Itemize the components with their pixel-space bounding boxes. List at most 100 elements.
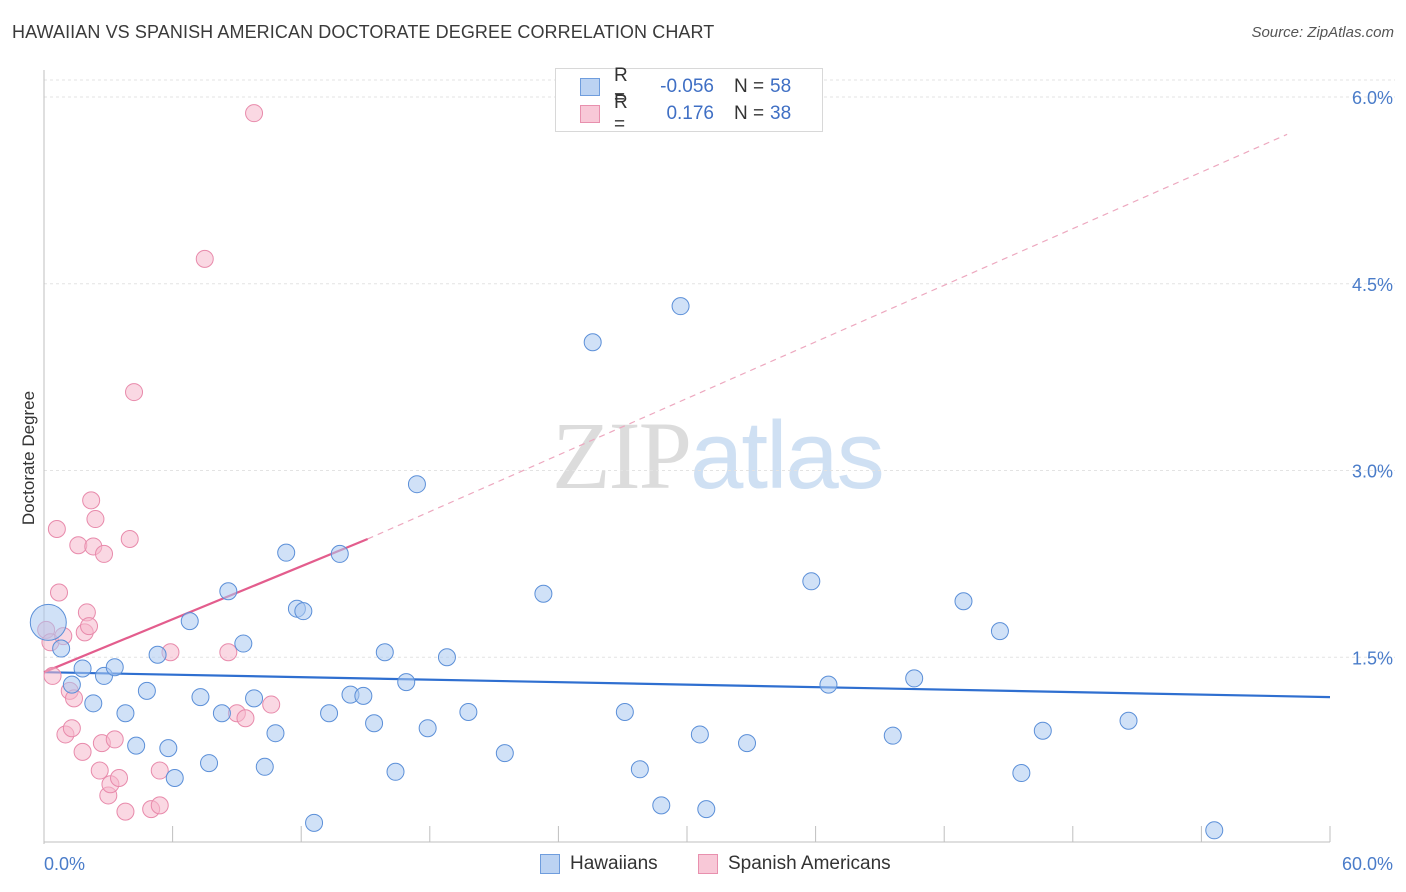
- bottom-legend-label-hawaiians: Hawaiians: [570, 853, 658, 874]
- legend-row-spanish-americans: R = 0.176 N = 38: [580, 92, 792, 135]
- spanish-americans-point: [80, 617, 99, 636]
- hawaiians-point: [305, 813, 324, 832]
- hawaiians-point: [583, 333, 602, 352]
- spanish-americans-point: [125, 383, 144, 402]
- hawaiians-point: [330, 544, 349, 563]
- spanish-americans-point: [95, 544, 114, 563]
- hawaiians-point: [320, 704, 339, 723]
- hawaiians-point: [234, 634, 253, 653]
- hawaiians-trend-line: [43, 671, 1331, 699]
- spanish-americans-point: [90, 761, 109, 780]
- y-tick-label: 3.0%: [1352, 462, 1393, 482]
- hawaiians-point: [990, 622, 1009, 641]
- watermark-atlas: atlas: [690, 402, 885, 509]
- spanish-americans-point: [43, 666, 62, 685]
- hawaiians-point: [137, 681, 156, 700]
- hawaiians-point: [697, 800, 716, 819]
- hawaiians-point: [397, 673, 416, 692]
- hawaiians-trend: [43, 671, 1331, 699]
- watermark-zip: ZIP: [552, 402, 692, 509]
- hawaiians-point: [84, 694, 103, 713]
- spanish-americans-point: [69, 536, 88, 555]
- legend-r-value: 0.176: [666, 103, 714, 124]
- bottom-legend-swatch-spanish-americans: [698, 854, 718, 874]
- spanish-americans-point: [195, 249, 214, 268]
- hawaiians-point: [62, 675, 81, 694]
- spanish-americans-point: [150, 761, 169, 780]
- legend-n-value: 58: [770, 76, 792, 97]
- spanish-americans-point: [236, 709, 255, 728]
- bottom-legend-spanish-americans: Spanish Americans: [698, 850, 891, 878]
- spanish-americans-point: [50, 583, 69, 602]
- hawaiians-point: [219, 582, 238, 601]
- hawaiians-point: [1033, 721, 1052, 740]
- hawaiians-point: [954, 592, 973, 611]
- hawaiians-point: [127, 736, 146, 755]
- axes: [43, 70, 1331, 844]
- hawaiians-point: [165, 769, 184, 788]
- spanish-americans-point: [262, 695, 281, 714]
- legend-swatch-spanish-americans: [580, 105, 600, 123]
- hawaiians-point: [105, 658, 124, 677]
- hawaiians-point: [819, 675, 838, 694]
- hawaiians-point: [159, 739, 178, 758]
- legend-r-label: R =: [614, 65, 628, 108]
- hawaiians-point: [437, 648, 456, 667]
- chart-source: Source: ZipAtlas.com: [1251, 24, 1394, 41]
- legend-n-label: N =: [734, 76, 765, 97]
- y-tick-label: 6.0%: [1352, 88, 1393, 108]
- spanish-americans-point: [219, 643, 238, 662]
- watermark: ZIPatlas: [552, 400, 885, 511]
- spanish-americans-point: [150, 796, 169, 815]
- spanish-americans-trend-extension: [367, 133, 1288, 540]
- hawaiians-point: [255, 757, 274, 776]
- hawaiians-point: [905, 669, 924, 688]
- spanish-americans-trend-line: [43, 537, 369, 674]
- hawaiians-point: [375, 643, 394, 662]
- y-tick-label: 4.5%: [1352, 275, 1393, 295]
- hawaiians-point: [191, 688, 210, 707]
- spanish-americans-point: [47, 520, 66, 539]
- hawaiians-point: [148, 645, 167, 664]
- hawaiians-point: [245, 689, 264, 708]
- spanish-americans-points: [37, 104, 281, 821]
- hawaiians-point: [459, 703, 478, 722]
- hawaiians-point: [200, 754, 219, 773]
- hawaiians-points: [29, 297, 1224, 840]
- y-axis-label: Doctorate Degree: [19, 391, 38, 525]
- hawaiians-point: [1119, 711, 1138, 730]
- spanish-americans-point: [116, 802, 135, 821]
- spanish-americans-point: [82, 491, 101, 510]
- legend-swatch-hawaiians: [580, 78, 600, 96]
- hawaiians-point: [883, 726, 902, 745]
- hawaiians-point: [52, 639, 71, 658]
- hawaiians-point: [29, 603, 67, 641]
- hawaiians-point: [407, 475, 426, 494]
- x-tick-label: 0.0%: [44, 854, 85, 874]
- hawaiians-point: [671, 297, 690, 316]
- hawaiians-point: [615, 703, 634, 722]
- hawaiians-point: [1012, 764, 1031, 783]
- bottom-legend-label-spanish-americans: Spanish Americans: [728, 853, 891, 874]
- spanish-americans-point: [110, 769, 129, 788]
- hawaiians-point: [212, 704, 231, 723]
- hawaiians-point: [534, 584, 553, 603]
- hawaiians-point: [418, 719, 437, 738]
- legend-n-value: 38: [770, 103, 792, 124]
- hawaiians-point: [354, 686, 373, 705]
- hawaiians-point: [738, 734, 757, 753]
- hawaiians-point: [802, 572, 821, 591]
- hawaiians-point: [266, 724, 285, 743]
- hawaiians-point: [1205, 821, 1224, 840]
- spanish-americans-point: [120, 529, 139, 548]
- spanish-americans-point: [105, 730, 124, 749]
- hawaiians-point: [652, 796, 671, 815]
- spanish-americans-point: [245, 104, 264, 123]
- legend-r-value: -0.056: [660, 76, 714, 97]
- hawaiians-point: [294, 602, 313, 621]
- grid-lines: [44, 79, 1395, 658]
- chart-title: HAWAIIAN VS SPANISH AMERICAN DOCTORATE D…: [12, 22, 715, 42]
- bottom-legend-hawaiians: Hawaiians: [540, 850, 658, 878]
- tick-labels: 1.5% 3.0% 4.5% 6.0% 0.0% 60.0%: [44, 88, 1393, 874]
